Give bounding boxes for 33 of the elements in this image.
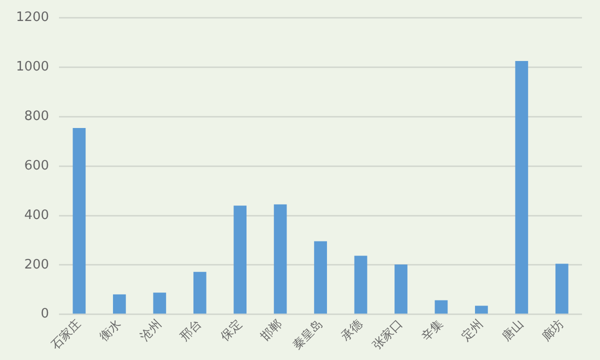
y-tick-label: 400: [24, 208, 50, 223]
bar: [515, 61, 528, 314]
bar: [72, 128, 86, 314]
x-tick-label: 沧州: [137, 316, 164, 344]
x-tick-label: 邢台: [177, 316, 204, 344]
x-tick-label: 定州: [458, 316, 486, 344]
x-tick-label: 唐山: [499, 316, 526, 344]
y-tick-label: 1200: [16, 10, 50, 26]
bar: [475, 306, 488, 314]
bar: [193, 272, 206, 314]
y-tick-label: 1000: [16, 60, 50, 75]
y-tick-label: 800: [24, 109, 50, 124]
x-tick-label: 衡水: [96, 316, 124, 344]
y-tick-label: 200: [24, 257, 50, 272]
x-tick-label: 辛集: [418, 316, 446, 344]
bar: [314, 241, 327, 314]
bar: [234, 206, 247, 314]
x-tick-label: 石家庄: [48, 316, 84, 352]
x-tick-label: 秦皇岛: [290, 316, 325, 352]
x-tick-label: 邯郸: [258, 316, 285, 344]
bar: [112, 294, 126, 314]
x-tick-label: 廊坊: [539, 316, 566, 344]
bar: [153, 292, 166, 314]
bar: [394, 264, 408, 314]
y-tick-label: 600: [24, 158, 50, 174]
bar: [274, 204, 287, 314]
x-tick-label: 保定: [218, 316, 244, 344]
bar: [434, 300, 448, 314]
bar: [354, 256, 368, 314]
y-tick-label: 0: [40, 306, 50, 322]
x-tick-label: 张家口: [370, 316, 406, 352]
x-tick-label: 承德: [338, 316, 366, 344]
bar: [555, 264, 568, 314]
